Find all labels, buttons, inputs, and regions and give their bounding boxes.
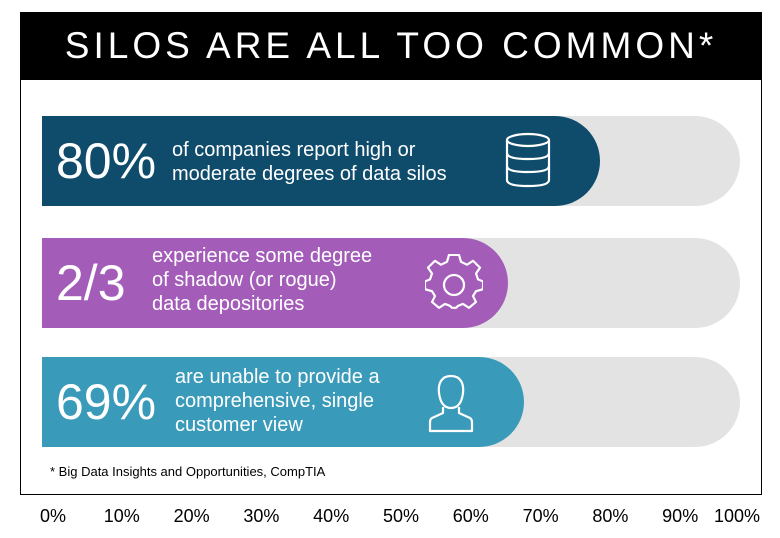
stat-description-line: of companies report high or <box>172 138 415 162</box>
x-tick-label: 80% <box>592 506 628 527</box>
stat-value: 2/3 <box>56 258 126 308</box>
x-tick-label: 50% <box>383 506 419 527</box>
stat-description-line: of shadow (or rogue) <box>152 268 337 292</box>
database-icon <box>503 132 553 193</box>
page-title: SILOS ARE ALL TOO COMMON* <box>20 12 762 80</box>
gear-icon <box>425 254 483 317</box>
x-tick-label: 100% <box>714 506 760 527</box>
x-tick-label: 40% <box>313 506 349 527</box>
stat-description-line: experience some degree <box>152 244 372 268</box>
stat-value: 80% <box>56 136 156 186</box>
stat-description-line: data depositories <box>152 292 304 316</box>
x-tick-label: 60% <box>453 506 489 527</box>
stat-description-line: are unable to provide a <box>175 365 380 389</box>
x-tick-label: 20% <box>174 506 210 527</box>
x-tick-label: 30% <box>243 506 279 527</box>
x-tick-label: 10% <box>104 506 140 527</box>
stat-description-line: moderate degrees of data silos <box>172 162 447 186</box>
x-tick-label: 0% <box>40 506 66 527</box>
source-footnote: * Big Data Insights and Opportunities, C… <box>50 464 325 479</box>
stat-description-line: customer view <box>175 413 303 437</box>
stat-value: 69% <box>56 377 156 427</box>
user-icon <box>428 373 474 440</box>
x-tick-label: 90% <box>662 506 698 527</box>
stat-description-line: comprehensive, single <box>175 389 374 413</box>
header-banner: SILOS ARE ALL TOO COMMON* <box>20 12 762 80</box>
x-tick-label: 70% <box>523 506 559 527</box>
